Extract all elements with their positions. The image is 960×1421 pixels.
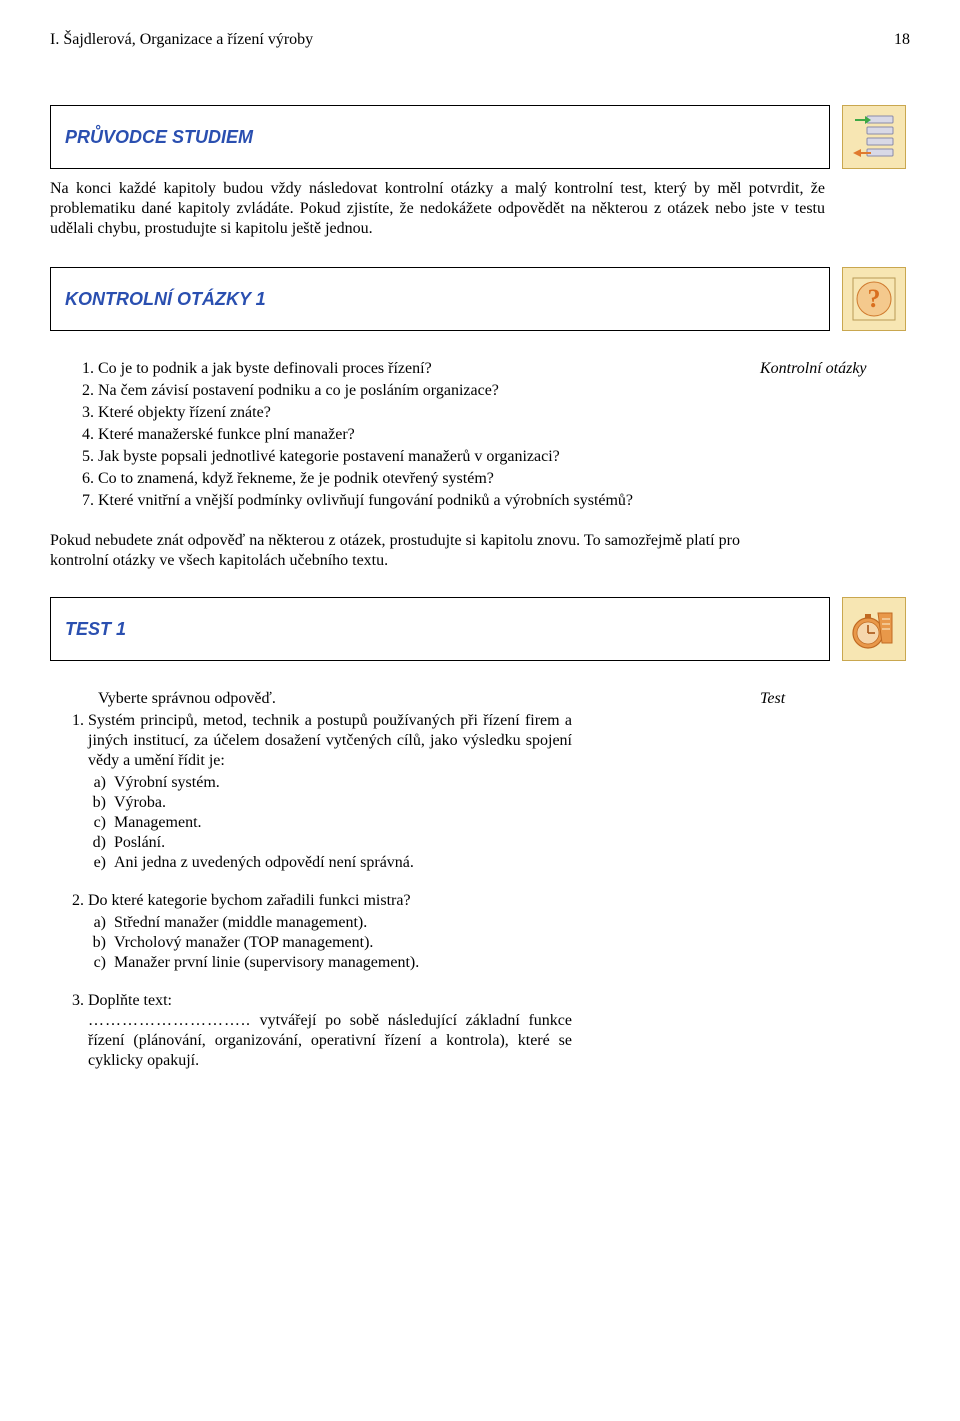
- test-q3-label: Doplňte text:: [88, 992, 172, 1009]
- test-title: TEST 1: [65, 618, 126, 641]
- study-guide-paragraph: Na konci každé kapitoly budou vždy násle…: [50, 179, 825, 239]
- stopwatch-icon: [842, 597, 906, 661]
- test-intro: Vyberte správnou odpověď.: [98, 689, 572, 709]
- question-item: Co to znamená, když řekneme, že je podni…: [98, 469, 742, 489]
- test-content: Vyberte správnou odpověď. Systém princip…: [50, 689, 910, 1089]
- header-left: I. Šajdlerová, Organizace a řízení výrob…: [50, 30, 313, 50]
- test-q1: Systém principů, metod, technik a postup…: [88, 711, 572, 873]
- section-test-header: TEST 1: [50, 597, 910, 661]
- study-guide-title: PRŮVODCE STUDIEM: [65, 126, 253, 149]
- test-option: Výrobní systém.: [114, 773, 572, 793]
- question-list: Co je to podnik a jak byste definovali p…: [50, 359, 742, 511]
- section-title-box: PRŮVODCE STUDIEM: [50, 105, 830, 169]
- header-page-number: 18: [894, 30, 910, 50]
- test-q2-options: Střední manažer (middle management).Vrch…: [88, 913, 572, 973]
- question-item: Jak byste popsali jednotlivé kategorie p…: [98, 447, 742, 467]
- test-q2: Do které kategorie bychom zařadili funkc…: [88, 891, 572, 973]
- questions-content: Co je to podnik a jak byste definovali p…: [50, 359, 910, 513]
- svg-text:?: ?: [868, 284, 881, 313]
- icon-cell: [838, 597, 910, 661]
- running-header: I. Šajdlerová, Organizace a řízení výrob…: [50, 30, 910, 50]
- side-label-test: Test: [760, 689, 910, 1089]
- test-option: Ani jedna z uvedených odpovědí není sprá…: [114, 853, 572, 873]
- test-option: Management.: [114, 813, 572, 833]
- section-title-box: KONTROLNÍ OTÁZKY 1: [50, 267, 830, 331]
- icon-cell: [838, 105, 910, 169]
- test-q2-text: Do které kategorie bychom zařadili funkc…: [88, 892, 411, 909]
- fill-blank-dots: ………………………..: [88, 1012, 251, 1029]
- section-questions-header: KONTROLNÍ OTÁZKY 1 ?: [50, 267, 910, 331]
- question-item: Co je to podnik a jak byste definovali p…: [98, 359, 742, 379]
- test-option: Poslání.: [114, 833, 572, 853]
- test-q1-options: Výrobní systém.Výroba.Management.Poslání…: [88, 773, 572, 873]
- questions-title: KONTROLNÍ OTÁZKY 1: [65, 288, 266, 311]
- question-item: Které manažerské funkce plní manažer?: [98, 425, 742, 445]
- question-item: Které objekty řízení znáte?: [98, 403, 742, 423]
- section-title-box: TEST 1: [50, 597, 830, 661]
- test-question-list: Systém principů, metod, technik a postup…: [50, 711, 572, 1071]
- test-option: Výroba.: [114, 793, 572, 813]
- question-mark-icon: ?: [842, 267, 906, 331]
- test-option: Střední manažer (middle management).: [114, 913, 572, 933]
- test-q3: Doplňte text: ……………………….. vytvářejí po s…: [88, 991, 572, 1071]
- question-item: Které vnitřní a vnější podmínky ovlivňuj…: [98, 491, 742, 511]
- icon-cell: ?: [838, 267, 910, 331]
- questions-after-paragraph: Pokud nebudete znát odpověď na některou …: [50, 531, 740, 571]
- test-option: Manažer první linie (supervisory managem…: [114, 953, 572, 973]
- test-q1-text: Systém principů, metod, technik a postup…: [88, 712, 572, 769]
- test-q3-fill: ……………………….. vytvářejí po sobě následujíc…: [88, 1011, 572, 1071]
- question-item: Na čem závisí postavení podniku a co je …: [98, 381, 742, 401]
- flowchart-icon: [842, 105, 906, 169]
- side-label-questions: Kontrolní otázky: [760, 359, 910, 513]
- section-study-guide-header: PRŮVODCE STUDIEM: [50, 105, 910, 169]
- test-option: Vrcholový manažer (TOP management).: [114, 933, 572, 953]
